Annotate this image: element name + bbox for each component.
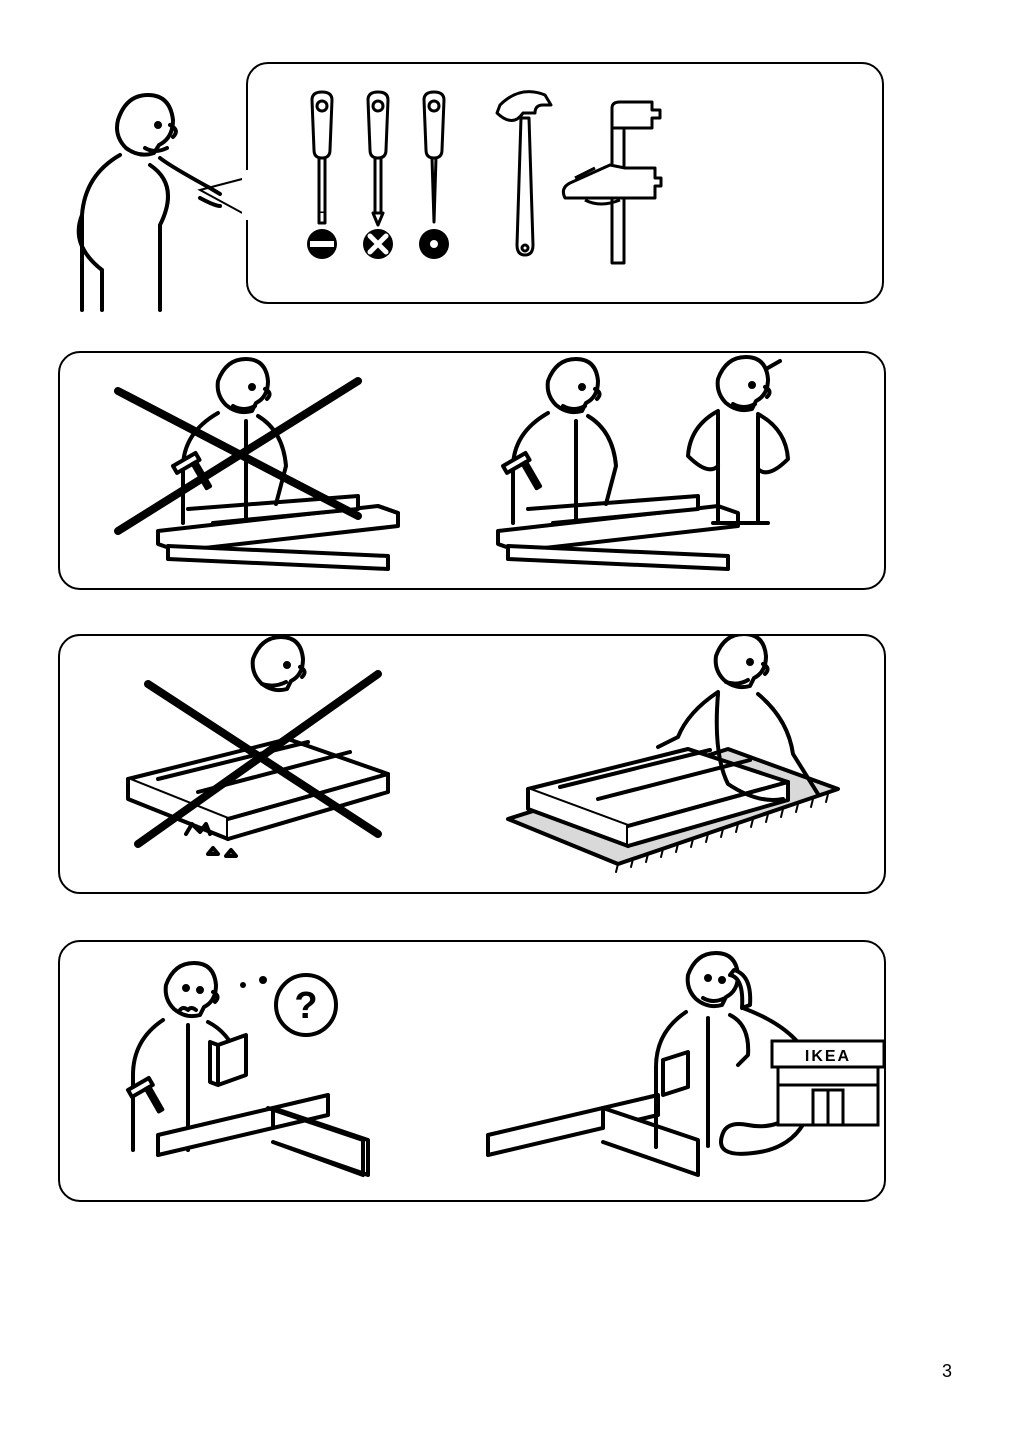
screwdriver-tips-icon bbox=[307, 229, 449, 259]
tools-illustration bbox=[0, 0, 1012, 340]
two-people-illustration bbox=[58, 351, 886, 590]
person-tools-icon bbox=[79, 95, 220, 310]
clamp-icon bbox=[563, 102, 661, 263]
question-mark-icon: ? bbox=[240, 975, 336, 1035]
screwdrivers-icon bbox=[312, 92, 444, 225]
question-mark-text: ? bbox=[294, 985, 317, 1027]
page: ? bbox=[0, 0, 1012, 1432]
ikea-logo-text: IKEA bbox=[805, 1048, 851, 1065]
hammer-icon bbox=[497, 92, 551, 255]
ikea-store-icon: IKEA bbox=[772, 1041, 884, 1125]
help-illustration: ? bbox=[58, 940, 886, 1202]
floor-illustration bbox=[58, 634, 886, 894]
page-number: 3 bbox=[942, 1361, 952, 1382]
